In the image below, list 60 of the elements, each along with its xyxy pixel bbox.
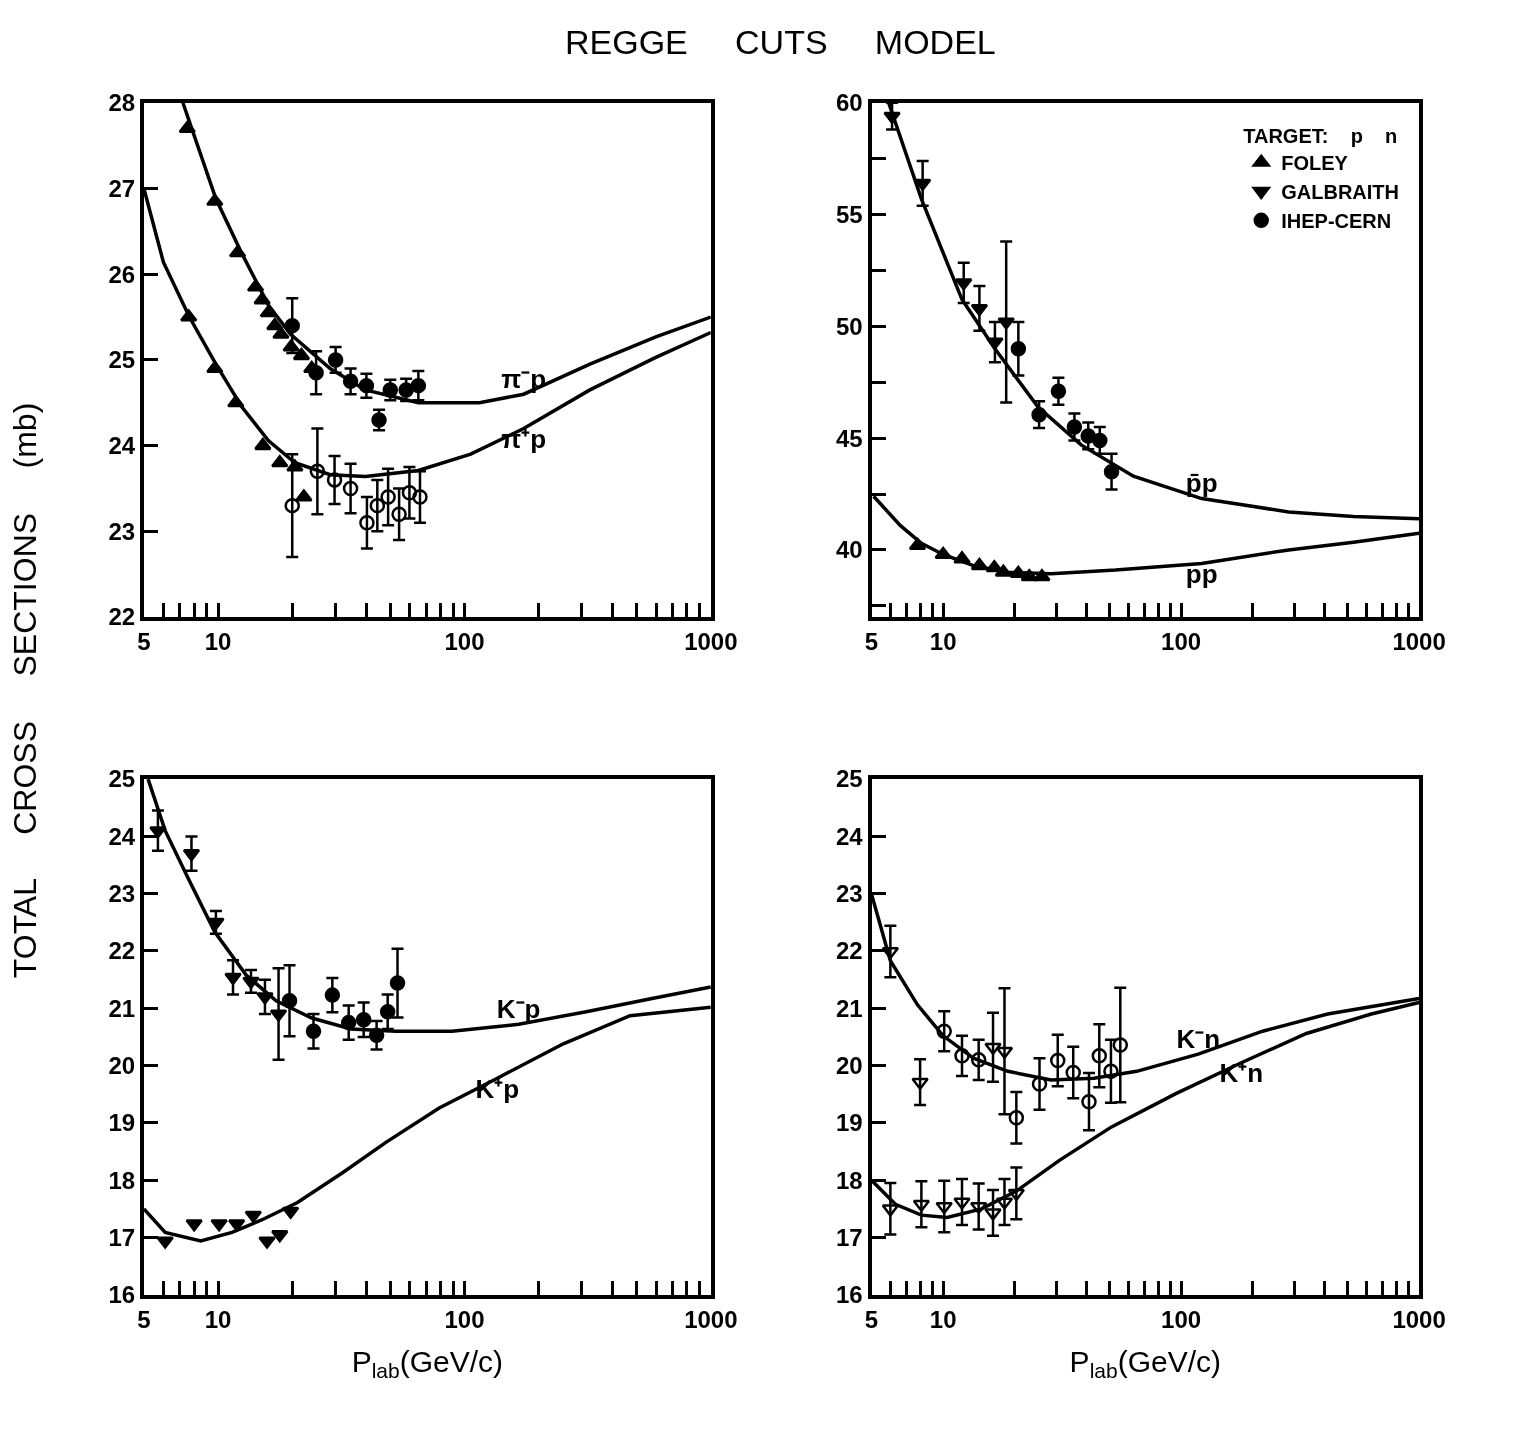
y-tick-label: 45 (836, 424, 863, 452)
y-tick-label: 16 (836, 1281, 863, 1309)
chart-title: REGGE CUTS MODEL (565, 23, 996, 61)
legend-title: TARGET: p n (1243, 124, 1398, 147)
y-tick-label: 23 (108, 880, 136, 908)
y-tick-label: 24 (108, 432, 136, 460)
x-tick-label: 1000 (684, 1305, 738, 1333)
y-tick-label: 19 (836, 1109, 863, 1137)
y-tick-label: 20 (836, 1051, 863, 1079)
x-tick-label: 1000 (1392, 1305, 1446, 1333)
x-tick-label: 5 (137, 1305, 151, 1333)
y-tick-label: 23 (108, 517, 136, 545)
series-label: pp (1185, 558, 1218, 589)
y-tick-label: 22 (108, 603, 136, 631)
x-axis-title: P$_{lab}$(GeV/c) (351, 1344, 504, 1382)
y-tick-label: 18 (836, 1166, 863, 1194)
x-tick-label: 1000 (1392, 627, 1446, 655)
y-tick-label: 40 (836, 536, 863, 564)
x-tick-label: 100 (444, 627, 485, 655)
legend-label: IHEP-CERN (1281, 210, 1392, 233)
x-tick-label: 5 (864, 627, 879, 655)
y-tick-label: 24 (836, 822, 864, 850)
x-axis-title: P$_{lab}$(GeV/c) (1069, 1344, 1222, 1382)
y-tick-label: 18 (108, 1166, 136, 1194)
y-tick-label: 19 (108, 1109, 136, 1137)
x-tick-label: 10 (204, 1305, 232, 1333)
series-label: p̄p (1185, 468, 1218, 499)
y-tick-label: 55 (836, 200, 863, 228)
y-tick-label: 16 (108, 1281, 136, 1309)
y-tick-label: 50 (836, 312, 863, 340)
y-tick-label: 22 (836, 937, 863, 965)
y-tick-label: 23 (836, 880, 863, 908)
x-tick-label: 5 (864, 1305, 879, 1333)
legend-label: FOLEY (1281, 152, 1349, 175)
series-label: K⁻n (1176, 1023, 1221, 1054)
y-tick-label: 28 (108, 89, 136, 117)
y-tick-label: 21 (108, 994, 136, 1022)
x-tick-label: 100 (1161, 627, 1202, 655)
y-tick-label: 17 (108, 1223, 136, 1251)
x-tick-label: 10 (929, 627, 957, 655)
y-tick-label: 24 (108, 822, 136, 850)
y-tick-label: 17 (836, 1223, 863, 1251)
y-tick-label: 60 (836, 89, 863, 117)
x-tick-label: 5 (137, 627, 151, 655)
y-tick-label: 22 (108, 937, 136, 965)
x-tick-label: 100 (444, 1305, 485, 1333)
y-tick-label: 25 (108, 765, 136, 793)
y-tick-label: 27 (108, 174, 136, 202)
x-tick-label: 10 (204, 627, 232, 655)
y-axis-title: TOTAL CROSS SECTIONS (mb) (6, 402, 43, 979)
legend-label: GALBRAITH (1281, 181, 1399, 204)
y-tick-label: 25 (108, 346, 136, 374)
series-label: K⁻p (496, 993, 541, 1024)
y-tick-label: 21 (836, 994, 863, 1022)
y-tick-label: 25 (836, 765, 863, 793)
y-tick-label: 20 (108, 1051, 136, 1079)
x-tick-label: 10 (929, 1305, 957, 1333)
y-tick-label: 26 (108, 260, 136, 288)
x-tick-label: 100 (1161, 1305, 1202, 1333)
x-tick-label: 1000 (684, 627, 738, 655)
